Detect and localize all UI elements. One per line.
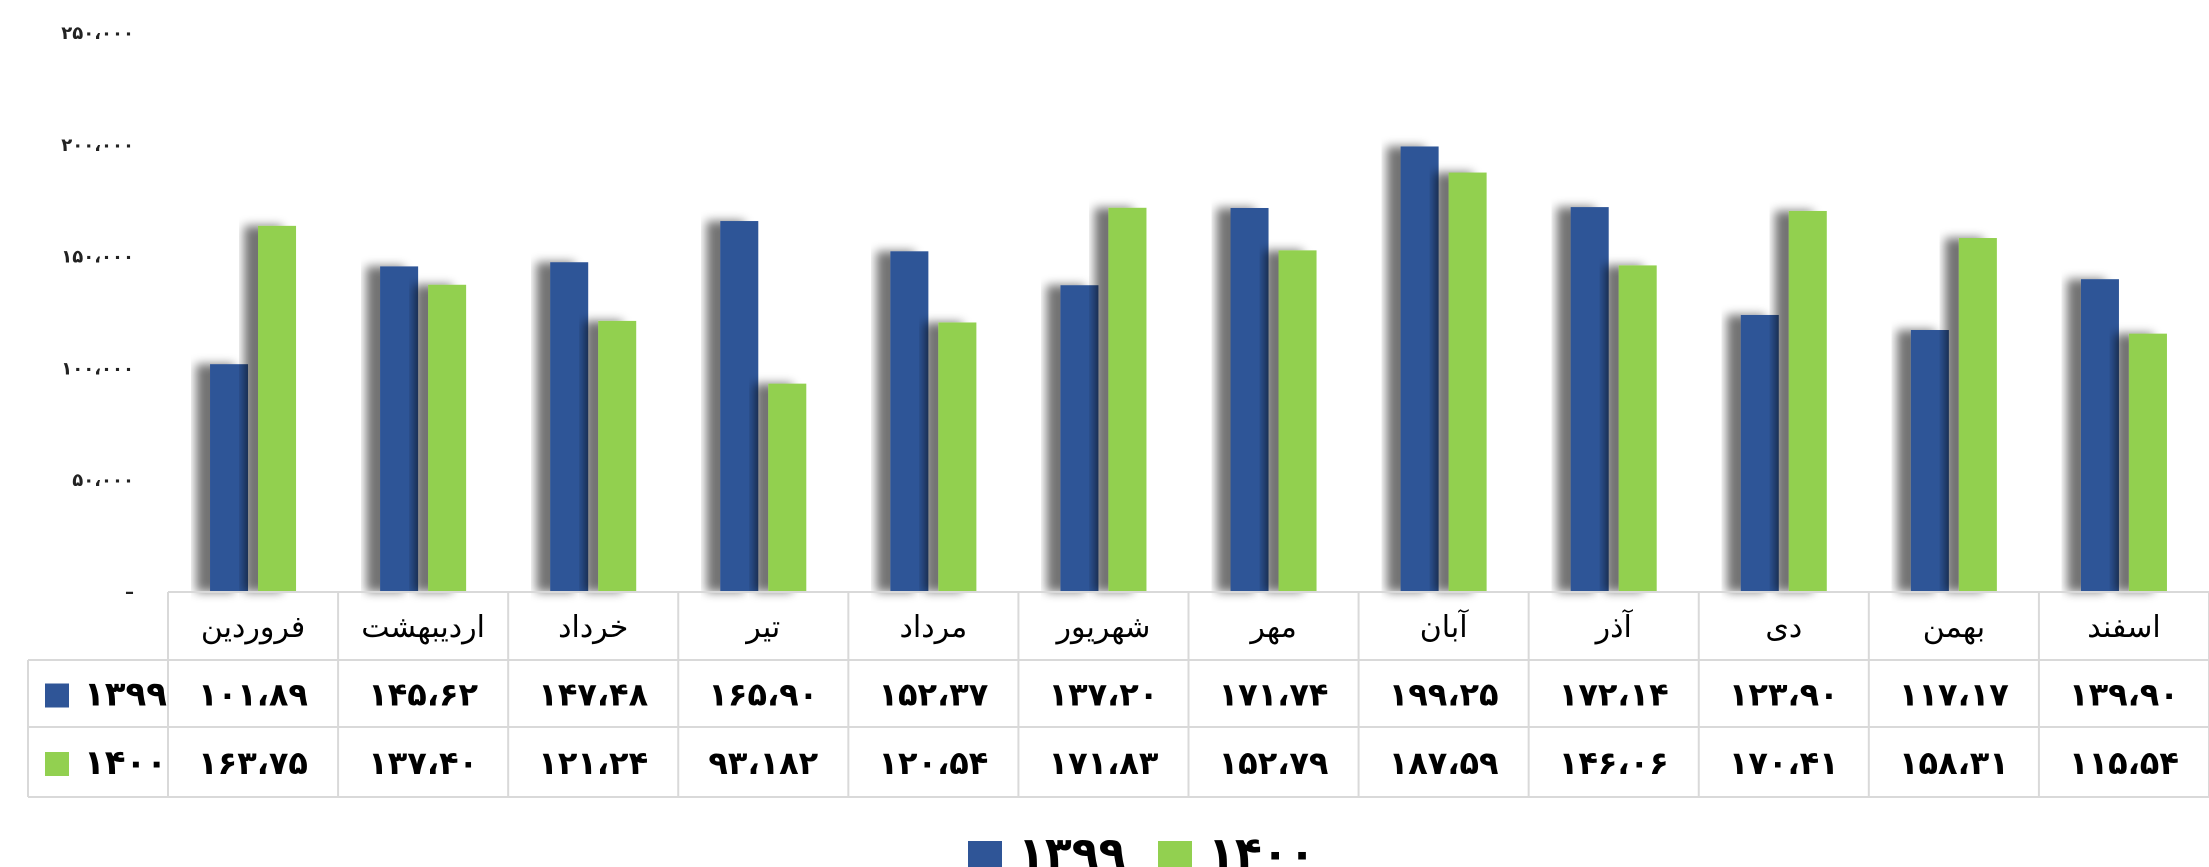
data-label: ۱۸۷،۵۹ xyxy=(1389,744,1499,782)
bar-series-2 xyxy=(258,225,297,593)
bar-series-1 xyxy=(2080,279,2119,592)
data-label: ۱۷۰،۴۱ xyxy=(1729,744,1839,782)
bar-series-2 xyxy=(768,383,807,592)
data-label: ۱۶۳،۷۵ xyxy=(198,744,308,782)
data-label: ۱۱۷،۱۷ xyxy=(1899,676,2009,714)
bar-series-1 xyxy=(720,221,759,592)
data-label: ۱۲۰،۵۴ xyxy=(878,744,988,782)
bar-series-1 xyxy=(890,251,929,593)
bar-series-1 xyxy=(210,364,249,592)
y-tick-label: – xyxy=(125,582,134,603)
category-label: اردیبهشت xyxy=(361,610,485,645)
bar-series-1 xyxy=(1740,314,1779,592)
category-label: تیر xyxy=(744,610,780,645)
data-label: ۱۰۱،۸۹ xyxy=(198,676,308,714)
y-axis: – ۵۰،۰۰۰ ۱۰۰،۰۰۰ ۱۵۰،۰۰۰ ۲۰۰،۰۰۰ ۲۵۰،۰۰۰ xyxy=(61,23,134,603)
data-label: ۱۲۳،۹۰ xyxy=(1729,676,1839,714)
data-label: ۱۱۵،۵۴ xyxy=(2069,744,2179,782)
bar-series-1 xyxy=(1400,146,1439,593)
table-series-name: ۱۴۰۰ xyxy=(84,743,167,783)
data-label: ۱۴۶،۰۶ xyxy=(1559,744,1669,782)
y-tick-label: ۱۵۰،۰۰۰ xyxy=(61,247,134,268)
data-label: ۱۷۱،۸۳ xyxy=(1049,744,1159,782)
y-tick-label: ۲۵۰،۰۰۰ xyxy=(61,23,134,44)
table-legend-swatch xyxy=(45,683,69,708)
data-label: ۱۷۲،۱۴ xyxy=(1559,676,1669,714)
bar-series-1 xyxy=(550,262,589,592)
category-label: مرداد xyxy=(900,610,968,645)
category-label: مهر xyxy=(1248,610,1296,645)
data-label: ۱۴۷،۴۸ xyxy=(538,676,648,714)
data-label: ۱۵۸،۳۱ xyxy=(1899,744,2009,782)
category-label: بهمن xyxy=(1923,610,1985,645)
data-label: ۱۶۵،۹۰ xyxy=(708,676,818,714)
data-label: ۱۲۱،۲۴ xyxy=(538,744,648,782)
category-label: خرداد xyxy=(558,610,628,645)
data-label: ۱۳۷،۴۰ xyxy=(368,744,478,782)
bar-series-2 xyxy=(1448,172,1487,592)
data-label: ۱۷۱،۷۴ xyxy=(1219,676,1329,714)
bar-series-1 xyxy=(1230,207,1269,592)
y-tick-label: ۵۰،۰۰۰ xyxy=(72,470,134,491)
bar-series-2 xyxy=(1278,250,1317,592)
legend-label: ۱۳۹۹ xyxy=(1018,828,1125,867)
bar-series-1 xyxy=(1910,330,1949,592)
legend: ۱۳۹۹ ۱۴۰۰ xyxy=(968,828,1315,867)
category-label: فروردین xyxy=(201,610,305,645)
y-tick-label: ۲۰۰،۰۰۰ xyxy=(61,135,134,156)
data-label: ۱۹۹،۲۵ xyxy=(1389,676,1499,714)
bar-series-2 xyxy=(1108,207,1147,592)
y-tick-label: ۱۰۰،۰۰۰ xyxy=(61,358,134,379)
category-label: آذر xyxy=(1594,609,1634,645)
bar-series-2 xyxy=(938,322,977,592)
table-series-name: ۱۳۹۹ xyxy=(84,675,167,715)
bar-series-2 xyxy=(2128,333,2167,592)
data-label: ۱۵۲،۷۹ xyxy=(1219,744,1329,782)
category-label: دی xyxy=(1765,610,1802,645)
bar-series-1 xyxy=(1570,207,1609,592)
category-label: شهریور xyxy=(1055,610,1151,645)
bars xyxy=(210,146,2167,593)
category-label: اسفند xyxy=(2087,610,2160,645)
bar-series-2 xyxy=(428,284,467,592)
data-label: ۱۵۲،۳۷ xyxy=(878,676,988,714)
data-label: ۱۳۷،۲۰ xyxy=(1049,676,1159,714)
data-table: فروردین اردیبهشت خرداد تیر مرداد شهریور مهر آبا… xyxy=(27,591,2209,798)
bar-series-2 xyxy=(1958,238,1997,592)
legend-swatch xyxy=(1158,841,1192,867)
bar-series-1 xyxy=(380,266,419,592)
bar-series-2 xyxy=(1788,210,1827,592)
category-label: آبان xyxy=(1420,609,1470,645)
bar-series-2 xyxy=(598,320,637,592)
data-label: ۹۳،۱۸۲ xyxy=(708,744,818,782)
bar-series-2 xyxy=(1618,265,1657,592)
bar-series-1 xyxy=(1060,285,1099,592)
data-label: ۱۳۹،۹۰ xyxy=(2069,676,2179,714)
legend-label: ۱۴۰۰ xyxy=(1208,828,1315,867)
legend-swatch xyxy=(968,841,1002,867)
table-legend-swatch xyxy=(45,752,69,776)
data-label: ۱۴۵،۶۲ xyxy=(368,676,478,714)
